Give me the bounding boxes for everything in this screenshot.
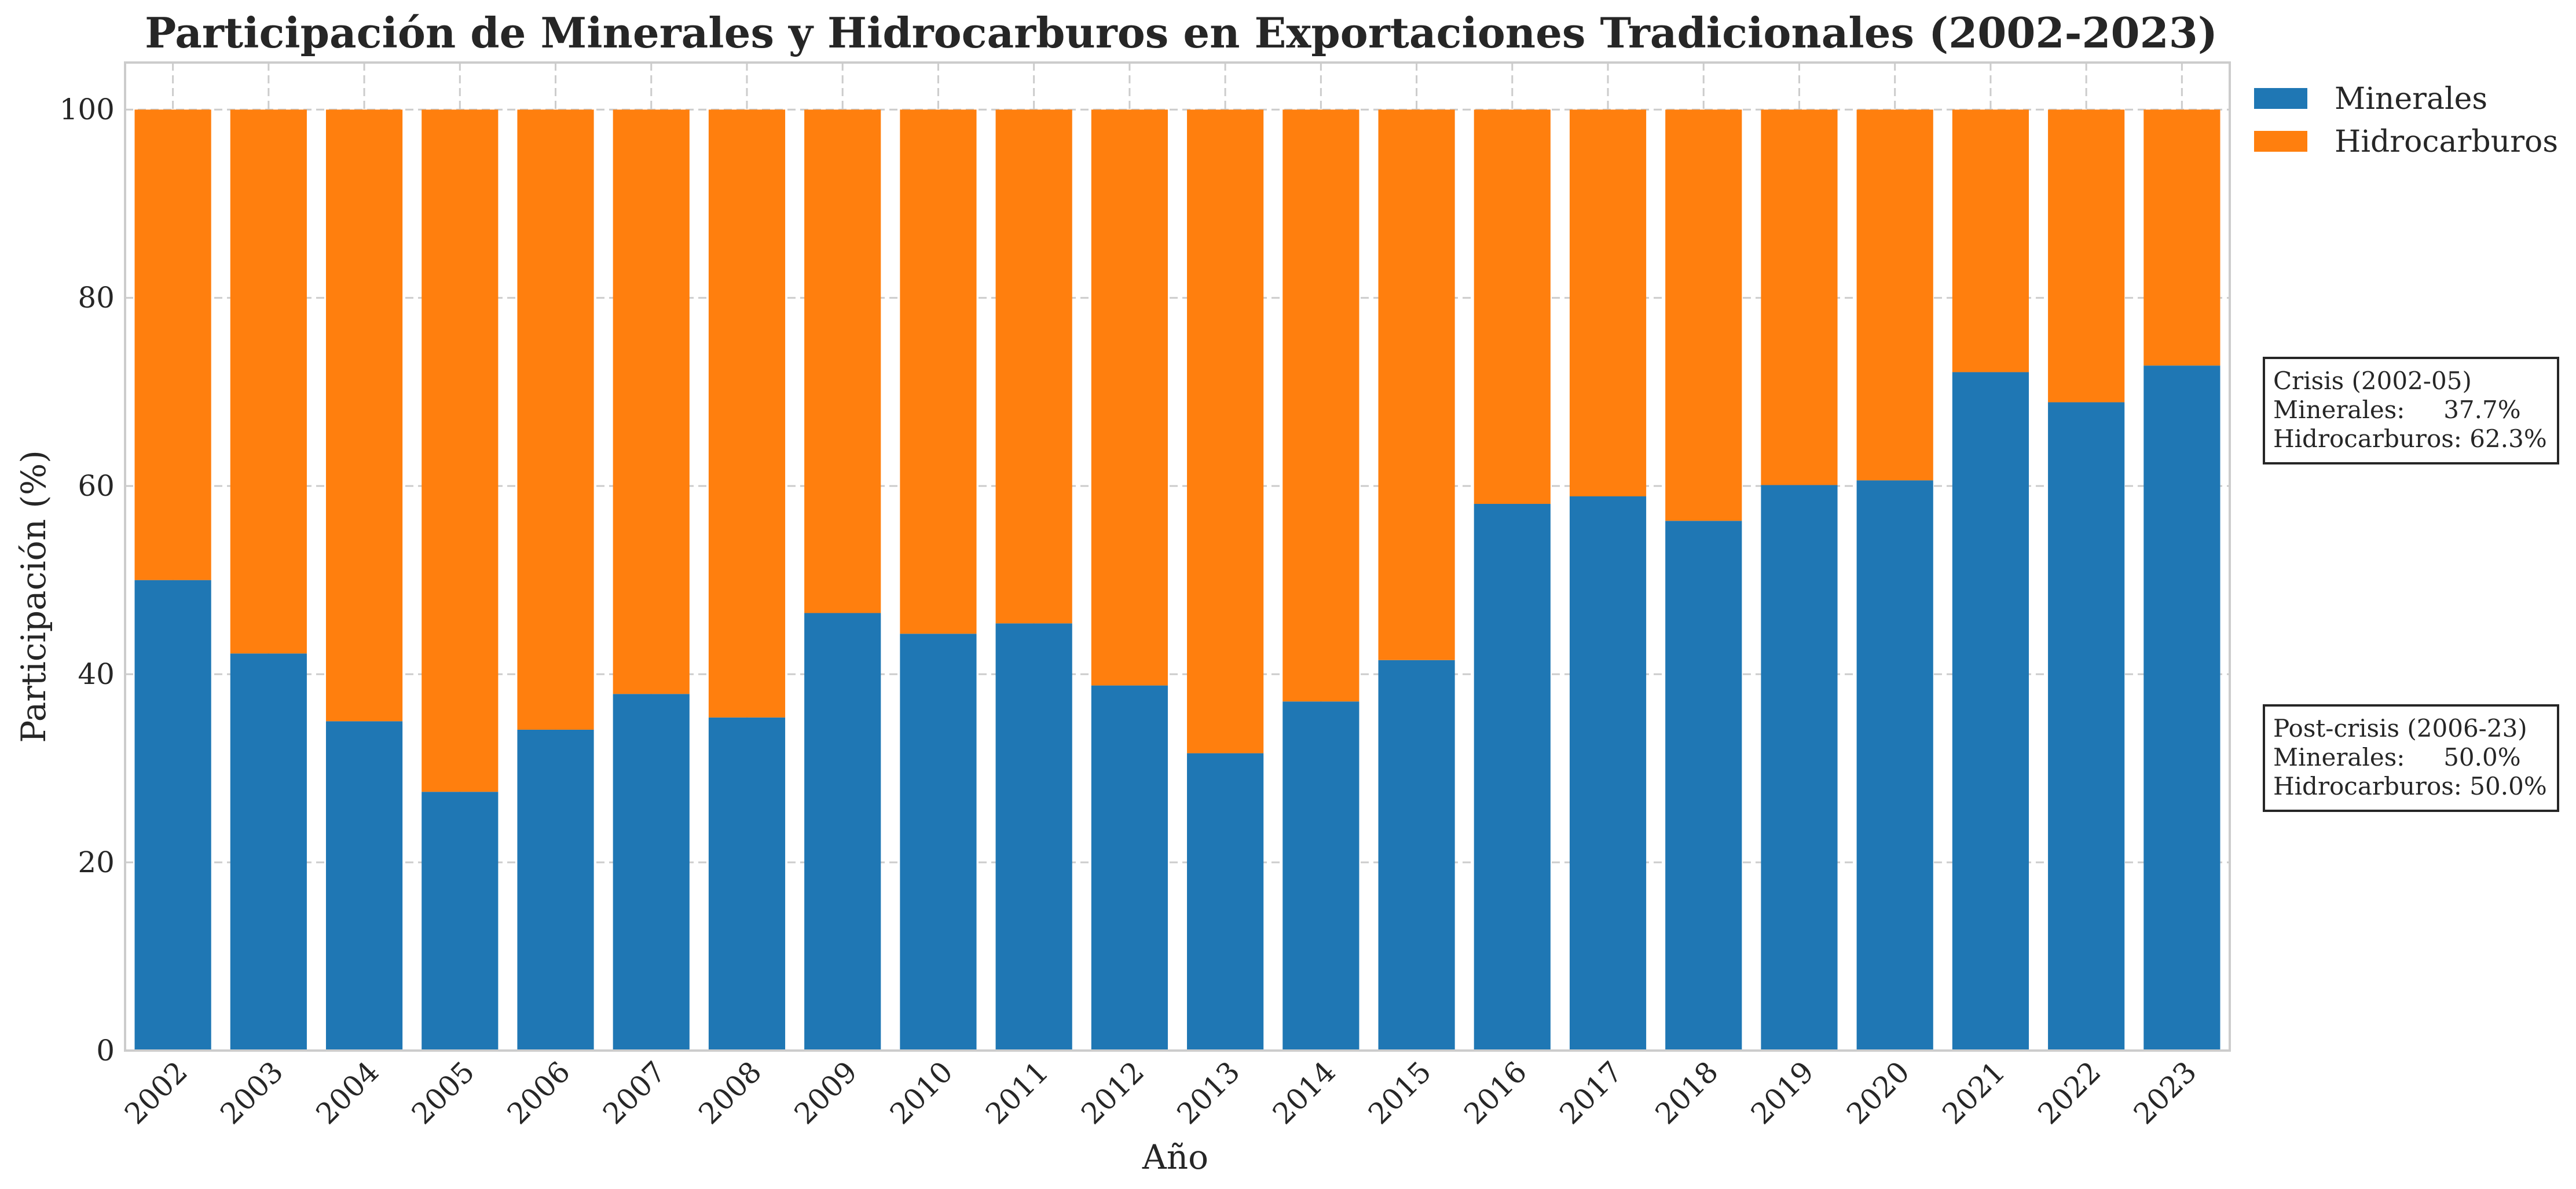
- legend-label: Minerales: [2335, 82, 2487, 116]
- x-tick-label: 2006: [501, 1055, 577, 1131]
- annotation-line: Minerales: 50.0%: [2273, 743, 2521, 771]
- x-tick-label: 2013: [1171, 1055, 1247, 1131]
- bar-minerales-2009: [804, 613, 881, 1051]
- legend: Minerales Hidrocarburos: [2254, 82, 2558, 159]
- bar-hidrocarburos-2009: [804, 109, 881, 613]
- x-tick-label: 2009: [788, 1055, 864, 1131]
- bar-minerales-2003: [230, 653, 307, 1051]
- x-tick-label: 2017: [1553, 1055, 1629, 1131]
- bar-hidrocarburos-2019: [1761, 109, 1838, 485]
- bar-minerales-2010: [900, 634, 977, 1051]
- bar-hidrocarburos-2005: [422, 109, 499, 792]
- x-tick-label: 2005: [405, 1055, 481, 1131]
- x-tick-label: 2022: [2032, 1055, 2108, 1131]
- x-tick-label: 2008: [692, 1055, 768, 1131]
- bar-minerales-2019: [1761, 485, 1838, 1051]
- bar-hidrocarburos-2016: [1474, 109, 1551, 504]
- bars: [134, 109, 2220, 1051]
- legend-label: Hidrocarburos: [2335, 125, 2558, 159]
- x-tick-label: 2011: [979, 1055, 1055, 1131]
- legend-swatch-minerales: [2254, 88, 2307, 109]
- x-tick-label: 2014: [1266, 1055, 1342, 1131]
- bar-hidrocarburos-2003: [230, 109, 307, 654]
- x-tick-label: 2018: [1649, 1055, 1725, 1131]
- bar-minerales-2021: [1952, 372, 2029, 1051]
- x-tick-label: 2020: [1840, 1055, 1916, 1131]
- bar-minerales-2023: [2143, 365, 2220, 1051]
- bar-minerales-2013: [1187, 753, 1264, 1051]
- annotation-line: Hidrocarburos: 50.0%: [2273, 772, 2547, 800]
- bar-minerales-2012: [1091, 685, 1168, 1051]
- bar-minerales-2022: [2048, 402, 2125, 1051]
- y-tick-label: 20: [78, 846, 115, 879]
- x-axis-label: Año: [1142, 1137, 1208, 1177]
- bar-hidrocarburos-2011: [995, 109, 1072, 624]
- bar-hidrocarburos-2006: [517, 109, 594, 730]
- x-tick-label: 2007: [596, 1055, 672, 1131]
- bar-hidrocarburos-2010: [900, 109, 977, 634]
- bar-minerales-2018: [1665, 521, 1742, 1051]
- x-tick-label: 2002: [118, 1055, 194, 1131]
- bar-hidrocarburos-2008: [708, 109, 786, 718]
- bar-minerales-2011: [995, 623, 1072, 1051]
- annotation-line: Hidrocarburos: 62.3%: [2273, 425, 2547, 453]
- bar-hidrocarburos-2004: [325, 109, 403, 722]
- legend-swatch-hidrocarburos: [2254, 131, 2307, 152]
- bar-minerales-2014: [1282, 701, 1360, 1051]
- x-tick-label: 2021: [1936, 1055, 2011, 1131]
- x-tick-label: 2004: [310, 1055, 386, 1131]
- bar-minerales-2008: [708, 717, 786, 1051]
- annotations: Crisis (2002-05)Minerales: 37.7%Hidrocar…: [2263, 357, 2559, 812]
- bar-minerales-2015: [1378, 660, 1455, 1051]
- annotation-line: Crisis (2002-05): [2273, 367, 2472, 395]
- x-tick-label: 2019: [1745, 1055, 1820, 1131]
- y-tick-label: 40: [78, 657, 115, 691]
- bar-hidrocarburos-2017: [1569, 109, 1647, 497]
- x-tick-label: 2023: [2127, 1055, 2203, 1131]
- y-tick-label: 0: [96, 1034, 115, 1067]
- bar-minerales-2006: [517, 729, 594, 1051]
- x-axis-ticks: 2002 2003 2004 2005 2006 2007 2008 2009 2010 2011…: [118, 1055, 2203, 1131]
- annotation-box: [2263, 704, 2559, 812]
- bar-minerales-2020: [1856, 480, 1933, 1051]
- bar-minerales-2007: [613, 694, 690, 1051]
- bar-hidrocarburos-2014: [1282, 109, 1360, 702]
- x-tick-label: 2015: [1362, 1055, 1438, 1131]
- bar-hidrocarburos-2021: [1952, 109, 2029, 372]
- y-axis-ticks: 0 20 40 60 80 100: [60, 93, 115, 1067]
- x-tick-label: 2003: [214, 1055, 290, 1131]
- chart-title: Participación de Minerales y Hidrocarbur…: [145, 8, 2218, 57]
- x-tick-label: 2010: [884, 1055, 959, 1131]
- bar-hidrocarburos-2013: [1187, 109, 1264, 753]
- bar-hidrocarburos-2018: [1665, 109, 1742, 521]
- bar-minerales-2002: [134, 580, 211, 1051]
- annotation-line: Minerales: 37.7%: [2273, 396, 2521, 424]
- x-tick-label: 2012: [1075, 1055, 1150, 1131]
- annotation-line: Post-crisis (2006-23): [2273, 714, 2527, 742]
- annotation-box: [2263, 357, 2559, 464]
- y-tick-label: 60: [78, 469, 115, 503]
- bar-hidrocarburos-2012: [1091, 109, 1168, 686]
- x-tick-label: 2016: [1457, 1055, 1533, 1131]
- bar-minerales-2016: [1474, 504, 1551, 1051]
- bar-minerales-2004: [325, 721, 403, 1051]
- bar-minerales-2017: [1569, 496, 1647, 1051]
- bar-hidrocarburos-2020: [1856, 109, 1933, 481]
- bar-hidrocarburos-2022: [2048, 109, 2125, 403]
- plot-frame: [124, 61, 2231, 1052]
- bar-hidrocarburos-2015: [1378, 109, 1455, 660]
- y-tick-label: 80: [78, 281, 115, 314]
- bar-hidrocarburos-2002: [134, 109, 211, 580]
- y-tick-label: 100: [60, 93, 115, 126]
- y-axis-label: Participación (%): [14, 450, 53, 742]
- bar-minerales-2005: [422, 792, 499, 1051]
- bar-hidrocarburos-2023: [2143, 109, 2220, 366]
- bar-hidrocarburos-2007: [613, 109, 690, 694]
